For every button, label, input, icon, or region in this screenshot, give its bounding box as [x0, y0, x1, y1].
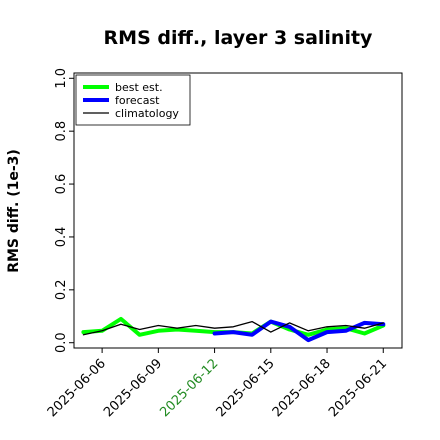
- legend-label: forecast: [115, 94, 160, 107]
- series-line-climatology: [82, 320, 384, 336]
- legend-label: best est.: [115, 81, 163, 94]
- chart-title: RMS diff., layer 3 salinity: [104, 27, 374, 49]
- y-tick-label: 0.0: [54, 332, 69, 353]
- plot-area: [81, 316, 386, 343]
- x-tick-label: 2025-06-09: [101, 356, 165, 420]
- y-tick-label: 1.0: [54, 68, 69, 89]
- x-tick-label: 2025-06-12: [157, 356, 221, 420]
- x-tick-label: 2025-06-06: [45, 356, 109, 420]
- y-axis-label: RMS diff. (1e-3): [6, 149, 22, 273]
- y-tick-label: 0.8: [54, 121, 69, 142]
- plot-frame: [73, 72, 403, 349]
- legend-label: climatology: [115, 107, 179, 120]
- y-tick-label: 0.2: [54, 279, 69, 300]
- x-tick-label: 2025-06-18: [270, 356, 334, 420]
- x-tick-label: 2025-06-21: [326, 356, 390, 420]
- x-tick-label: 2025-06-15: [214, 356, 278, 420]
- y-tick-label: 0.4: [54, 227, 69, 248]
- y-tick-label: 0.6: [54, 174, 69, 195]
